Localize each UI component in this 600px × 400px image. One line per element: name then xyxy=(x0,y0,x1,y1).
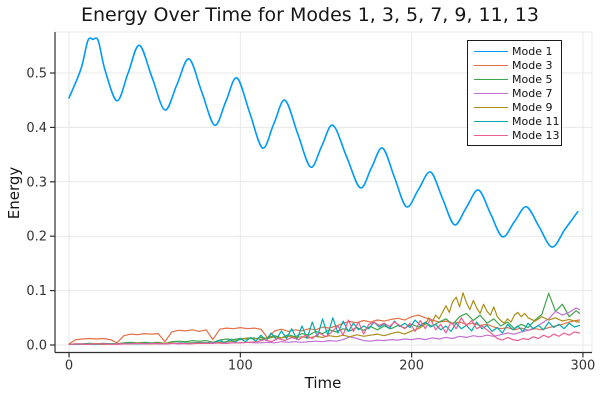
x-tick-label: 200 xyxy=(399,359,424,374)
chart-title: Energy Over Time for Modes 1, 3, 5, 7, 9… xyxy=(81,4,539,26)
legend-line-mode-7 xyxy=(474,92,508,94)
x-tick-label: 100 xyxy=(228,359,253,374)
y-tick-label: 0.0 xyxy=(26,338,47,353)
legend-box: Mode 1 Mode 3 Mode 5 Mode 7 Mode 9 Mode … xyxy=(467,40,562,146)
legend-line-mode-5 xyxy=(474,78,508,80)
y-tick-label: 0.2 xyxy=(26,230,47,245)
legend-label: Mode 5 xyxy=(512,72,553,86)
y-tick-label: 0.4 xyxy=(26,121,47,136)
legend-line-mode-1 xyxy=(474,50,508,52)
y-tick-label: 0.3 xyxy=(26,175,47,190)
y-axis-label: Energy xyxy=(5,166,23,220)
x-tick-label: 300 xyxy=(571,359,596,374)
series-line-mode-13 xyxy=(68,317,581,345)
series-line-mode-1 xyxy=(68,37,579,248)
legend-entry: Mode 13 xyxy=(468,129,561,142)
legend-entry: Mode 9 xyxy=(468,101,561,114)
y-tick-label: 0.5 xyxy=(26,67,47,82)
legend-entry: Mode 11 xyxy=(468,115,561,128)
legend-line-mode-13 xyxy=(474,134,508,136)
legend-entry: Mode 3 xyxy=(468,59,561,72)
legend-label: Mode 1 xyxy=(512,44,553,58)
legend-entry: Mode 1 xyxy=(468,45,561,58)
legend-label: Mode 9 xyxy=(512,100,553,114)
y-tick-label: 0.1 xyxy=(26,284,47,299)
x-tick-label: 0 xyxy=(65,359,73,374)
legend-label: Mode 11 xyxy=(512,114,560,128)
legend-entry: Mode 7 xyxy=(468,87,561,100)
legend-line-mode-11 xyxy=(474,120,508,122)
legend-line-mode-9 xyxy=(474,106,508,108)
legend-label: Mode 13 xyxy=(512,128,560,142)
series-line-mode-9 xyxy=(68,292,581,345)
x-axis-label: Time xyxy=(304,374,342,392)
legend-label: Mode 3 xyxy=(512,58,553,72)
legend-entry: Mode 5 xyxy=(468,73,561,86)
legend-line-mode-3 xyxy=(474,64,508,66)
series-line-mode-7 xyxy=(68,307,581,345)
legend-label: Mode 7 xyxy=(512,86,553,100)
